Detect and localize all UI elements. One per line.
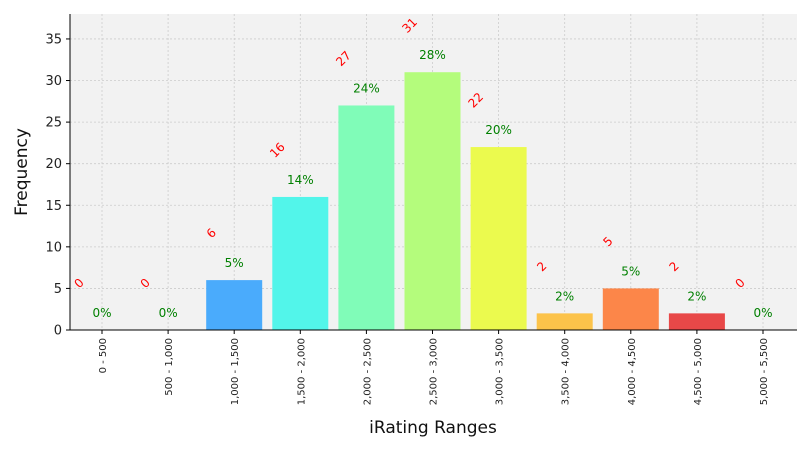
y-tick-label: 35 [45,32,62,47]
x-axis-title: iRating Ranges [369,418,497,438]
bar [272,196,329,330]
bar [206,280,263,330]
bar [536,313,593,330]
percent-label: 20% [485,123,512,137]
percent-label: 2% [555,289,574,303]
x-tick-label: 5,000 - 5,500 [759,338,770,405]
y-tick-label: 5 [54,282,62,297]
bar [404,72,461,331]
x-tick-label: 2,000 - 2,500 [362,338,373,405]
percent-label: 0% [159,306,178,320]
bars [206,72,725,331]
y-ticks: 0 5 10 15 20 25 30 35 [45,32,70,339]
bar [602,288,659,330]
bar [338,105,395,330]
percent-label: 5% [621,264,640,278]
x-ticks: 0 - 500 500 - 1,000 1,000 - 1,500 1,500 - 2… [98,330,770,405]
bar [470,147,527,330]
x-tick-label: 2,500 - 3,000 [429,338,440,405]
y-tick-label: 0 [54,324,62,339]
y-tick-label: 30 [45,74,62,89]
percent-label: 0% [753,306,772,320]
y-tick-label: 15 [45,199,62,214]
y-tick-label: 20 [45,157,62,172]
percent-label: 14% [287,173,314,187]
x-tick-label: 4,000 - 4,500 [627,338,638,405]
x-tick-label: 3,000 - 3,500 [495,338,506,405]
axes [69,14,797,331]
percent-label: 28% [419,48,446,62]
x-tick-label: 0 - 500 [98,338,109,373]
x-tick-label: 1,000 - 1,500 [230,338,241,405]
x-tick-label: 4,500 - 5,000 [693,338,704,405]
percent-label: 2% [687,289,706,303]
percent-label: 5% [225,256,244,270]
x-tick-label: 3,500 - 4,000 [561,338,572,405]
y-tick-label: 25 [45,116,62,131]
y-axis-title: Frequency [12,128,32,216]
bar [668,313,725,330]
x-tick-label: 500 - 1,000 [164,338,175,396]
percent-label: 24% [353,81,380,95]
y-tick-label: 10 [45,240,62,255]
x-tick-label: 1,500 - 2,000 [296,338,307,405]
percent-label: 0% [92,306,111,320]
